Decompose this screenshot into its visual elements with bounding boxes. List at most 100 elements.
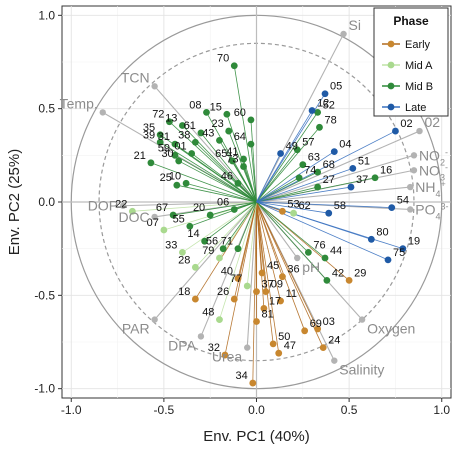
sample-point [156, 131, 164, 139]
variable-arrow-tip [151, 213, 158, 221]
sample-point [191, 138, 199, 146]
sample-label: 57 [302, 137, 314, 149]
sample-line [200, 132, 257, 203]
sample-line [256, 201, 280, 354]
sample-line [256, 112, 318, 203]
sample-lines [132, 65, 403, 384]
sample-label: 74 [304, 165, 316, 177]
sample-label: 11 [286, 288, 297, 300]
variable-label: TCN [121, 69, 150, 85]
sample-label: 65 [215, 148, 227, 160]
legend-entry-label: Early [405, 39, 431, 51]
variable-arrow-tip [331, 357, 338, 364]
sample-point [314, 168, 322, 176]
variable-label: NO2- [419, 147, 448, 167]
legend-box [373, 7, 449, 117]
sample-label: 23 [211, 118, 223, 130]
variable-arrow-tip [340, 30, 347, 38]
sample-point [191, 295, 199, 303]
sample-label: 71 [221, 236, 233, 248]
variable-arrow-tip [410, 152, 418, 159]
variable-label: Si [349, 17, 361, 33]
sample-label: 41 [226, 146, 238, 158]
sample-point [179, 249, 186, 256]
sample-label: 78 [324, 114, 336, 126]
sample-label: 55 [173, 213, 185, 225]
variable-label: NO3- [419, 162, 448, 182]
y-tick-label: 1.0 [38, 8, 55, 22]
sample-point [169, 211, 177, 219]
sample-point [316, 123, 323, 131]
legend-key-point [387, 40, 395, 48]
y-tick-label: -1.0 [34, 382, 55, 396]
sample-point [314, 183, 322, 191]
sample-point [171, 140, 179, 148]
sample-point [247, 140, 255, 148]
sample-point [314, 109, 322, 116]
variable-label: DPA [168, 337, 196, 353]
sample-label: 60 [234, 107, 246, 119]
legend-entry-label: Late [405, 102, 426, 114]
sample-label: 14 [187, 228, 199, 240]
sample-point [325, 209, 333, 217]
sample-label: 13 [165, 112, 177, 124]
sample-line [256, 201, 372, 240]
sample-label: 35 [143, 122, 155, 134]
sample-label: 48 [202, 307, 214, 319]
sample-line [256, 186, 318, 203]
sample-label: 16 [380, 165, 392, 177]
y-tick-label: -0.5 [34, 288, 55, 302]
sample-point [304, 249, 312, 256]
sample-label: 27 [323, 174, 335, 186]
variable-arrow-tip [410, 167, 418, 174]
sample-point [293, 146, 301, 154]
variable-arrow-tip [151, 83, 158, 90]
sample-point [166, 118, 173, 126]
sample-label: 18 [178, 286, 190, 298]
sample-line [256, 151, 335, 203]
sample-line [186, 182, 257, 203]
sample-point [216, 254, 223, 262]
sample-point [206, 211, 214, 219]
sample-point [240, 163, 247, 170]
sample-point [277, 297, 284, 305]
sample-line [246, 201, 257, 287]
sample-label: 39 [143, 129, 155, 141]
sample-point [182, 179, 190, 187]
variable-label: DOC [118, 209, 149, 225]
sample-label: 76 [313, 239, 325, 251]
sample-point [219, 245, 227, 253]
variable-arrow [256, 201, 298, 259]
sample-label: 37 [262, 279, 274, 291]
sample-point [221, 351, 229, 359]
sample-point [156, 138, 164, 146]
sample-label: 01 [174, 140, 186, 152]
sample-point [279, 273, 286, 281]
x-axis-title: Env. PC1 (40%) [203, 428, 309, 445]
sample-point [308, 107, 316, 114]
variable-label: 02 [425, 114, 441, 130]
sample-label: 80 [376, 226, 388, 238]
variable-label: PO43- [415, 201, 448, 221]
legend: Phase Early Mid A Mid B Late [373, 7, 449, 117]
sample-line [237, 201, 257, 279]
sample-line [189, 201, 257, 227]
sample-point [319, 344, 327, 351]
sample-label: 54 [397, 195, 409, 207]
sample-point [262, 288, 270, 295]
variable-arrow [256, 154, 415, 203]
sample-line [256, 201, 329, 214]
variable-label: Oxygen [367, 321, 415, 337]
sample-label: 72 [152, 109, 164, 121]
sample-point [399, 245, 407, 253]
sample-line [256, 201, 328, 281]
sample-point [201, 237, 209, 245]
sample-label: 21 [134, 150, 146, 162]
variable-label: Urea [212, 349, 243, 365]
sample-label: 25 [160, 172, 172, 184]
sample-point [277, 150, 284, 157]
sample-point [330, 148, 338, 156]
sample-point [234, 179, 242, 187]
sample-line [256, 127, 320, 203]
